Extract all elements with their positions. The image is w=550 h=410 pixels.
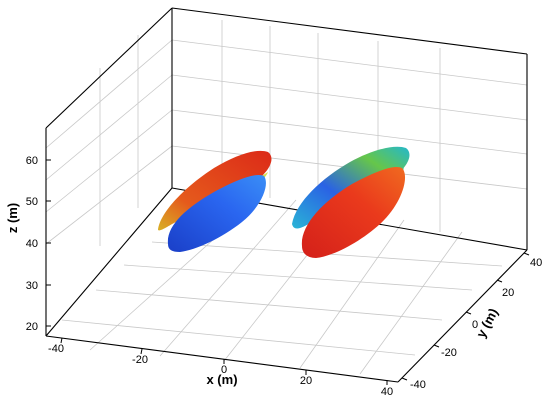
z-tick-label: 60: [26, 155, 38, 167]
vortex-left-lower-surface: [167, 174, 266, 252]
y-tick-label: 20: [502, 287, 514, 299]
y-tick-label: 40: [530, 257, 542, 269]
x-axis-label: x (m): [206, 372, 237, 387]
x-tick-label: -20: [132, 354, 148, 366]
x-axis: -40 -20 0 20 40 x (m): [48, 337, 393, 398]
vortex-left-upper-surface: [158, 150, 272, 231]
x-tick-label: 20: [300, 375, 312, 387]
box-frame: [45, 7, 528, 383]
y-tick-label: -40: [410, 379, 426, 391]
axes-box: [45, 7, 528, 383]
y-axis: -40 -20 0 20 40 y (m): [401, 252, 542, 391]
z-axis-label: z (m): [5, 203, 20, 233]
vortex-ring-right: [292, 146, 410, 258]
x-tick-label: 0: [221, 364, 227, 376]
z-tick-label: 40: [26, 238, 38, 250]
grid-lines: [45, 20, 528, 375]
z-tick-label: 30: [26, 280, 38, 292]
z-axis: 20 30 40 50 60 z (m): [5, 155, 51, 333]
x-tick-label: -40: [48, 343, 64, 355]
vortex-ring-left: [158, 150, 272, 252]
z-tick-label: 50: [26, 196, 38, 208]
y-tick-label: -20: [441, 347, 457, 359]
y-tick-label: 0: [472, 319, 478, 331]
vortex-right-lower-surface: [301, 166, 406, 258]
z-tick-label: 20: [26, 321, 38, 333]
x-tick-label: 40: [381, 386, 393, 398]
